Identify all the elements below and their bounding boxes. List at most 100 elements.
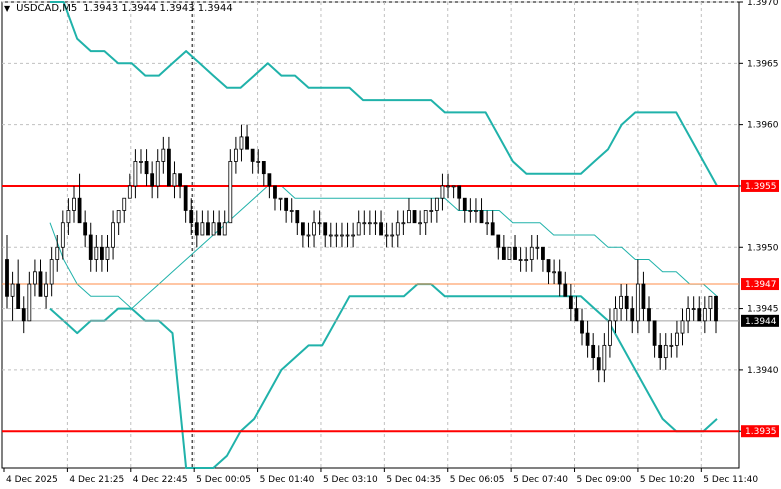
candle-body-down[interactable] (38, 271, 43, 297)
candle-body-down[interactable] (83, 222, 88, 236)
horizontal-levels[interactable] (2, 184, 739, 433)
candle-body-down[interactable] (513, 246, 517, 260)
candle-body-down[interactable] (206, 222, 210, 236)
candle-body-down[interactable] (596, 357, 601, 371)
candle-body-down[interactable] (496, 234, 501, 248)
candle-body-up[interactable] (200, 222, 205, 236)
candle-body-up[interactable] (474, 210, 478, 212)
candle-body-up[interactable] (395, 222, 400, 236)
candle-body-down[interactable] (295, 210, 300, 224)
candle-body-down[interactable] (546, 259, 551, 273)
candle-body-down[interactable] (77, 197, 82, 224)
candle-body-down[interactable] (585, 332, 590, 346)
candle-body-up[interactable] (105, 246, 110, 260)
candle-body-down[interactable] (16, 283, 21, 309)
candle-body-up[interactable] (619, 295, 623, 309)
candle-body-down[interactable] (647, 308, 651, 322)
candle-body-up[interactable] (608, 320, 612, 346)
candle-body-down[interactable] (541, 246, 545, 260)
candle-body-up[interactable] (669, 344, 674, 347)
candle-body-up[interactable] (446, 185, 450, 188)
candle-body-up[interactable] (518, 259, 523, 261)
candle-body-down[interactable] (5, 259, 9, 297)
candle-body-down[interactable] (557, 271, 562, 285)
candle-body-up[interactable] (116, 210, 121, 224)
candle-body-up[interactable] (211, 222, 216, 236)
candle-body-up[interactable] (418, 222, 423, 225)
candle-body-up[interactable] (44, 283, 48, 297)
candle-body-down[interactable] (21, 308, 26, 322)
candle-body-up[interactable] (468, 210, 473, 212)
candle-body-down[interactable] (178, 173, 182, 187)
candle-body-down[interactable] (658, 344, 663, 359)
candle-body-up[interactable] (328, 234, 333, 237)
candle-body-up[interactable] (535, 246, 540, 249)
candle-body-up[interactable] (66, 210, 71, 224)
candle-body-up[interactable] (356, 222, 361, 236)
candle-body-up[interactable] (373, 222, 378, 225)
candle-body-down[interactable] (697, 308, 702, 322)
triangle-down-icon[interactable]: ▼ (4, 4, 11, 13)
candle-body-up[interactable] (362, 222, 367, 225)
candle-body-up[interactable] (122, 197, 127, 211)
candle-body-down[interactable] (501, 246, 506, 260)
candle-body-down[interactable] (245, 136, 249, 150)
candle-body-up[interactable] (524, 259, 529, 261)
candle-body-up[interactable] (613, 308, 618, 322)
candle-body-down[interactable] (379, 222, 383, 236)
candle-body-up[interactable] (172, 173, 177, 187)
candle-body-down[interactable] (624, 295, 629, 309)
candle-body-up[interactable] (340, 234, 344, 237)
candle-body-up[interactable] (161, 148, 166, 162)
candle-body-down[interactable] (563, 283, 568, 297)
candle-body-up[interactable] (334, 234, 339, 237)
candle-body-up[interactable] (94, 246, 99, 260)
candle-body-down[interactable] (457, 185, 462, 199)
candle-body-down[interactable] (462, 197, 467, 211)
candle-body-up[interactable] (384, 234, 389, 237)
candles[interactable] (5, 124, 718, 383)
candle-body-down[interactable] (323, 222, 328, 236)
candle-body-down[interactable] (217, 222, 222, 236)
candle-body-down[interactable] (150, 173, 155, 187)
candle-body-down[interactable] (568, 295, 573, 309)
candle-body-down[interactable] (641, 283, 646, 309)
candle-body-up[interactable] (233, 148, 238, 162)
candle-body-up[interactable] (423, 210, 428, 224)
candle-body-up[interactable] (440, 185, 445, 199)
candle-body-down[interactable] (630, 308, 635, 322)
candle-body-up[interactable] (367, 222, 372, 225)
candle-body-up[interactable] (27, 283, 32, 322)
candle-body-down[interactable] (183, 185, 188, 211)
candle-body-up[interactable] (407, 210, 411, 224)
candle-body-down[interactable] (261, 161, 266, 175)
candle-body-up[interactable] (507, 246, 512, 260)
candle-body-up[interactable] (133, 161, 138, 187)
candle-body-up[interactable] (139, 161, 143, 163)
candle-body-down[interactable] (490, 222, 495, 236)
candle-body-up[interactable] (680, 320, 685, 334)
candle-body-up[interactable] (33, 271, 37, 285)
candle-body-up[interactable] (345, 234, 350, 237)
candle-body-up[interactable] (256, 161, 261, 163)
candle-body-up[interactable] (675, 332, 679, 346)
candle-body-down[interactable] (591, 344, 596, 359)
candle-body-down[interactable] (580, 320, 584, 334)
candle-body-up[interactable] (390, 234, 395, 237)
candle-body-up[interactable] (635, 283, 640, 322)
candle-body-up[interactable] (351, 234, 356, 237)
candle-body-up[interactable] (602, 344, 607, 371)
candle-body-up[interactable] (239, 136, 244, 150)
candle-body-up[interactable] (306, 234, 311, 237)
candle-body-up[interactable] (60, 222, 65, 248)
candle-body-down[interactable] (479, 210, 484, 224)
candle-body-down[interactable] (194, 222, 199, 236)
candle-body-up[interactable] (691, 308, 696, 310)
candle-body-up[interactable] (401, 222, 406, 225)
candle-body-down[interactable] (88, 234, 93, 260)
candle-body-down[interactable] (412, 210, 417, 224)
candle-body-up[interactable] (451, 185, 456, 188)
candle-body-down[interactable] (250, 148, 255, 162)
candle-body-up[interactable] (708, 295, 713, 309)
